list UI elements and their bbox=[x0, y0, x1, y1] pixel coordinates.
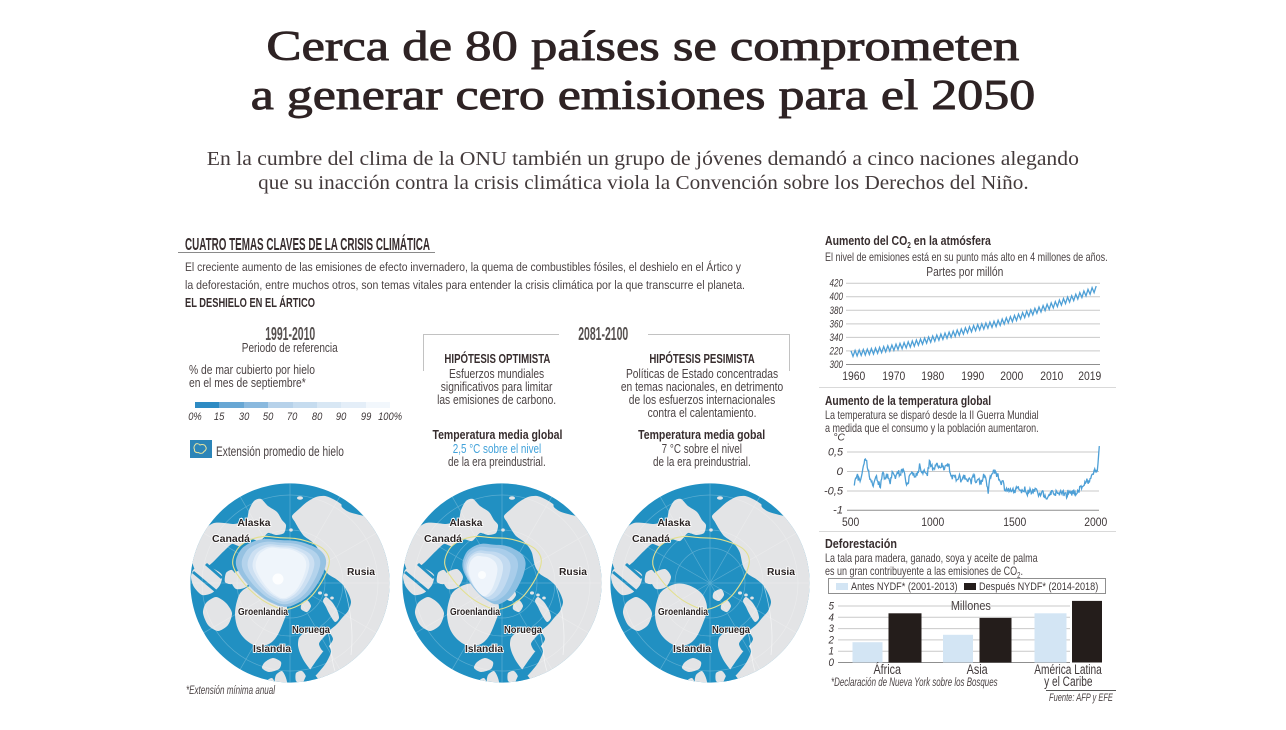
svg-text:Alaska: Alaska bbox=[658, 517, 691, 529]
svg-text:0: 0 bbox=[837, 466, 844, 478]
svg-text:Islandia: Islandia bbox=[465, 643, 503, 655]
svg-text:°C: °C bbox=[833, 432, 845, 444]
svg-text:Groenlandia: Groenlandia bbox=[450, 606, 500, 618]
svg-text:400: 400 bbox=[830, 291, 844, 303]
svg-text:Noruega: Noruega bbox=[504, 624, 542, 636]
svg-text:0,5: 0,5 bbox=[828, 447, 844, 459]
svg-text:Noruega: Noruega bbox=[292, 624, 330, 636]
svg-text:Rusia: Rusia bbox=[559, 566, 587, 578]
svg-text:Canadá: Canadá bbox=[632, 533, 670, 545]
svg-text:0: 0 bbox=[829, 657, 835, 668]
svg-text:2: 2 bbox=[828, 634, 834, 646]
svg-text:Alaska: Alaska bbox=[238, 517, 271, 529]
svg-text:340: 340 bbox=[830, 332, 844, 344]
svg-text:4: 4 bbox=[829, 612, 835, 624]
svg-text:Rusia: Rusia bbox=[767, 566, 795, 578]
svg-text:Islandia: Islandia bbox=[673, 643, 711, 655]
svg-text:300: 300 bbox=[830, 359, 844, 371]
svg-text:3: 3 bbox=[829, 623, 835, 635]
svg-text:-1: -1 bbox=[833, 505, 843, 517]
svg-text:420: 420 bbox=[830, 278, 844, 290]
svg-text:5: 5 bbox=[829, 601, 835, 613]
svg-text:Canadá: Canadá bbox=[212, 533, 250, 545]
svg-text:Rusia: Rusia bbox=[347, 566, 375, 578]
svg-text:360: 360 bbox=[830, 318, 844, 330]
svg-text:Groenlandia: Groenlandia bbox=[658, 606, 708, 618]
svg-text:Noruega: Noruega bbox=[712, 624, 750, 636]
svg-text:1: 1 bbox=[829, 646, 835, 658]
svg-text:Groenlandia: Groenlandia bbox=[238, 606, 288, 618]
svg-text:Islandia: Islandia bbox=[253, 643, 291, 655]
svg-text:380: 380 bbox=[830, 305, 844, 317]
svg-text:Alaska: Alaska bbox=[450, 517, 483, 529]
svg-text:220: 220 bbox=[829, 345, 844, 357]
svg-text:Canadá: Canadá bbox=[424, 533, 462, 545]
svg-text:-0,5: -0,5 bbox=[824, 486, 844, 498]
